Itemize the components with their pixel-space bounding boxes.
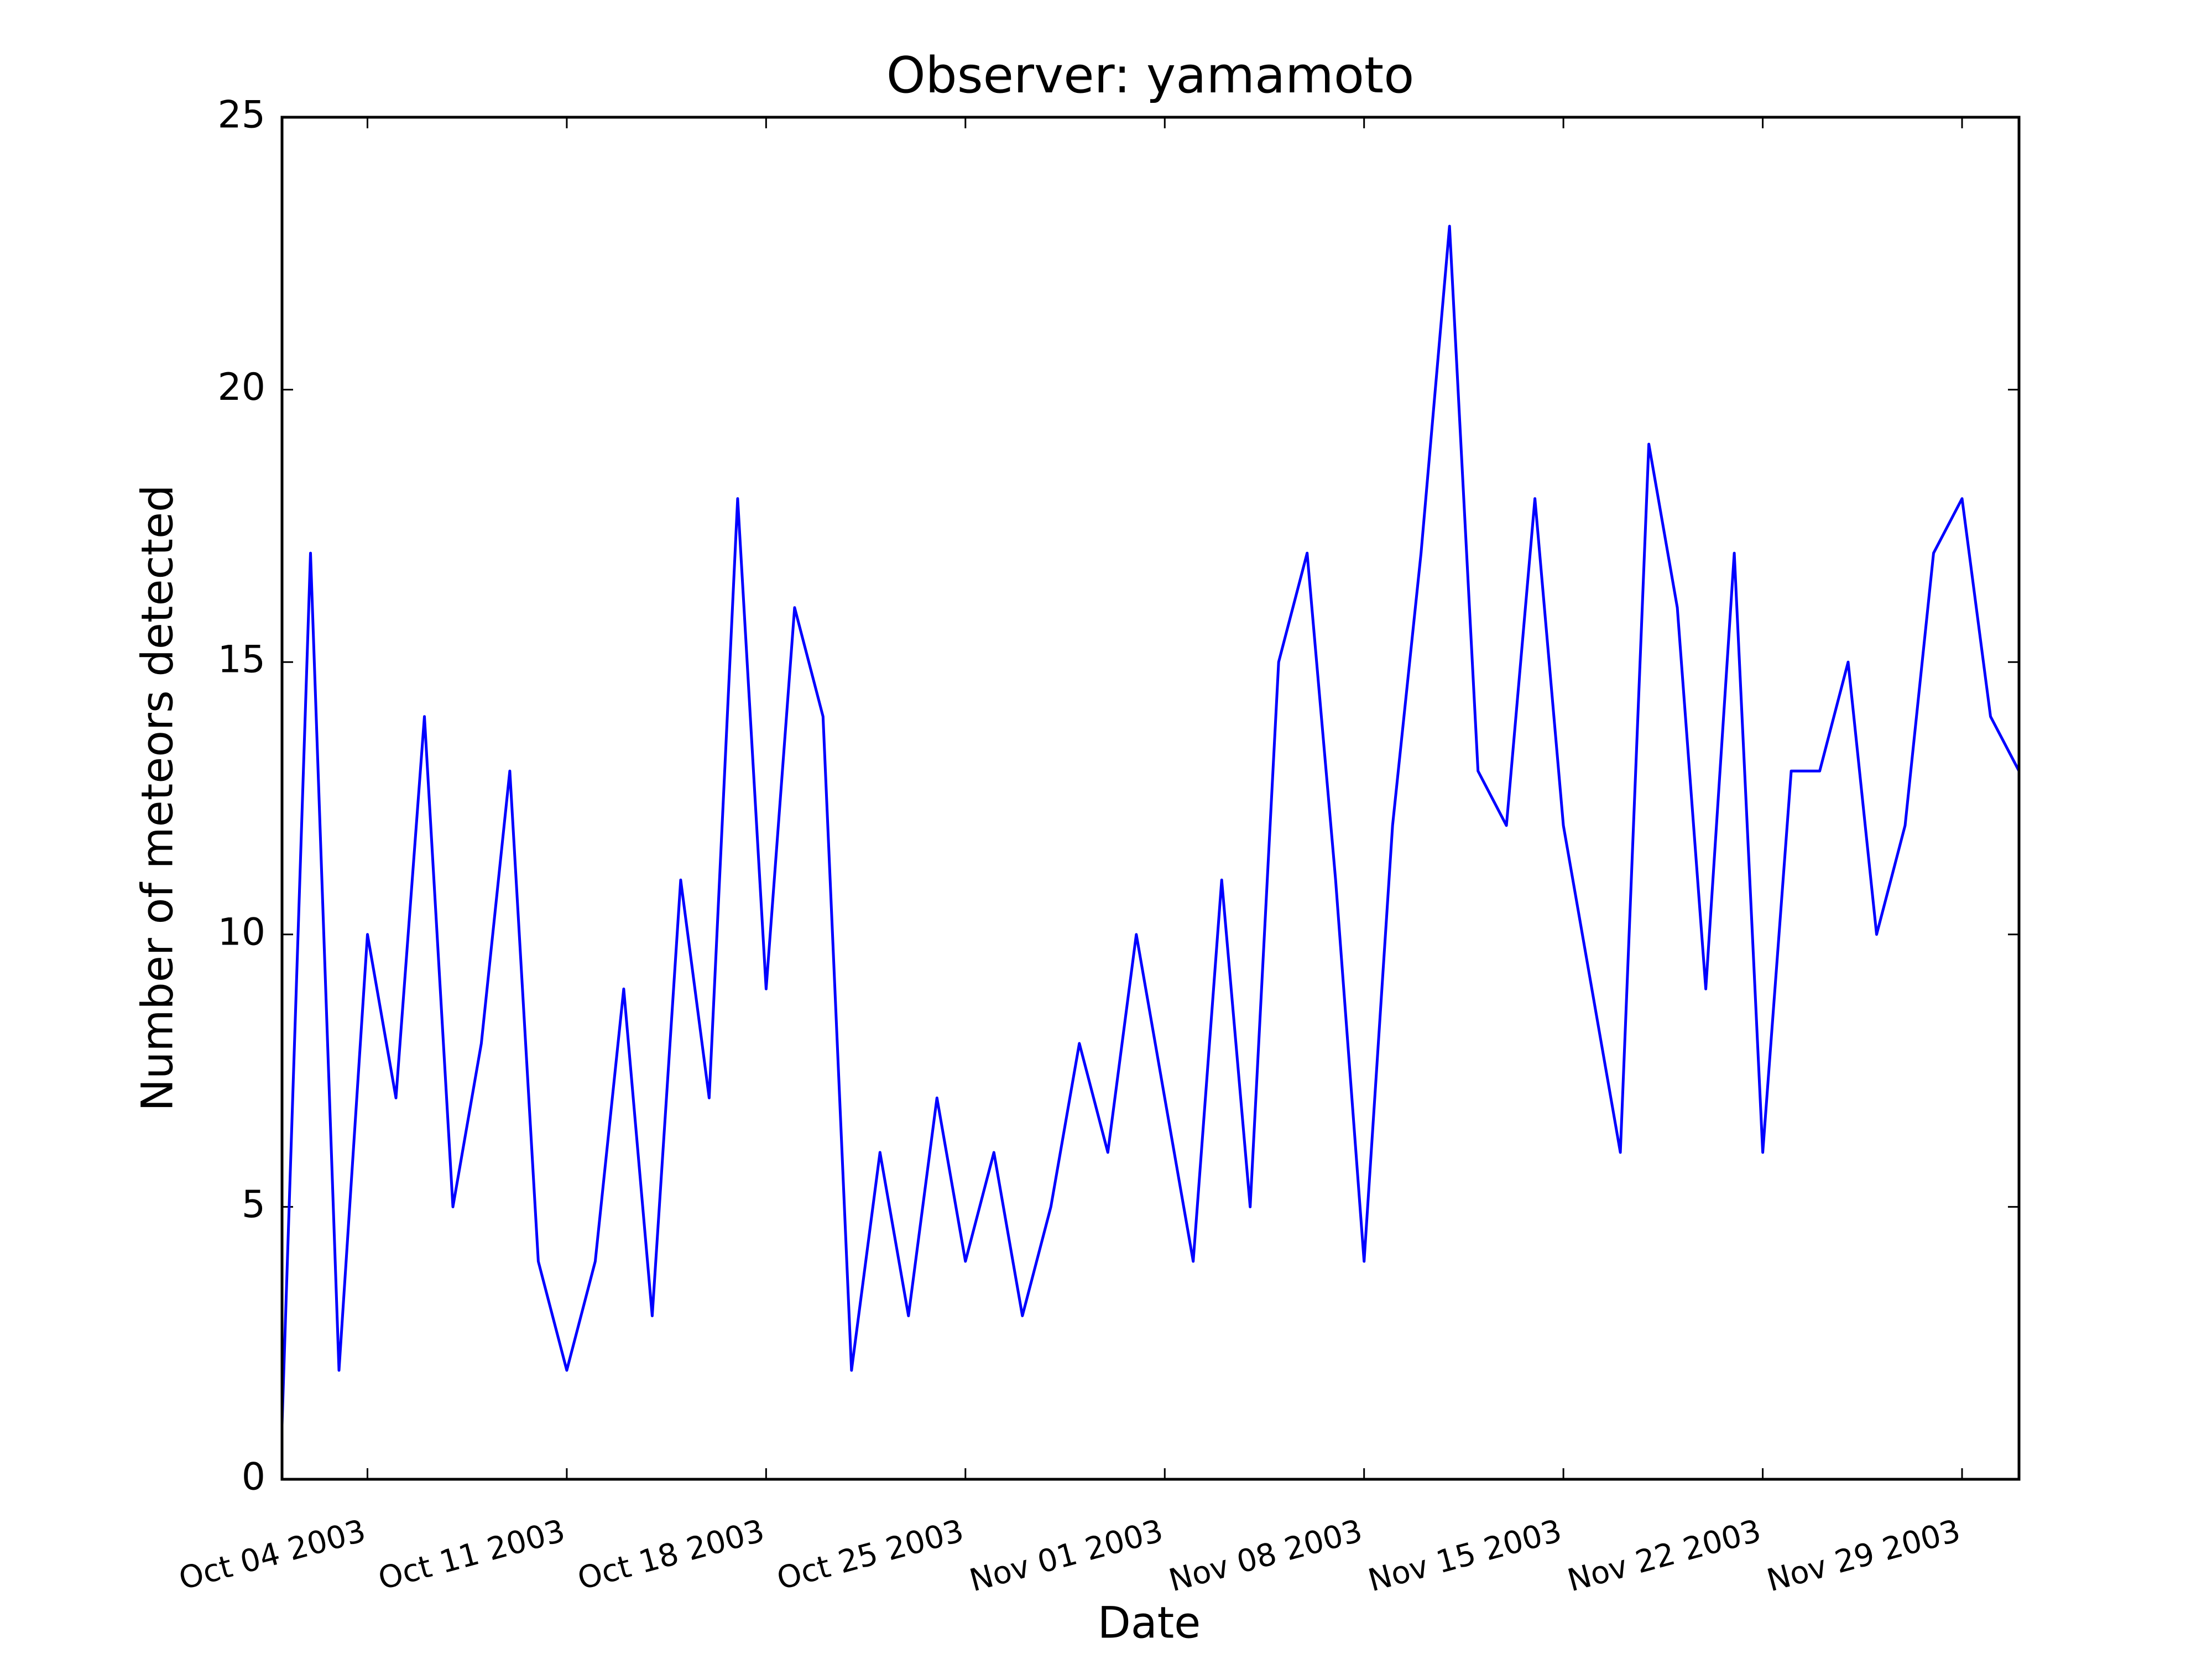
x-tick-label: Oct 25 2003 [773,1513,967,1597]
y-tick-label: 25 [217,93,265,137]
y-tick-label: 20 [217,366,265,409]
x-axis-label: Date [1098,1598,1201,1648]
chart-title: Observer: yamamoto [886,46,1415,105]
data-line [280,225,2021,1425]
x-tick-label: Oct 18 2003 [574,1513,768,1597]
x-tick-label: Nov 22 2003 [1564,1513,1765,1599]
x-tick-label: Nov 01 2003 [966,1513,1167,1599]
plot-frame [280,116,2021,1481]
x-tick-label: Nov 15 2003 [1364,1513,1565,1599]
y-tick-label: 5 [242,1183,265,1227]
x-tick-label: Oct 11 2003 [374,1513,568,1597]
y-tick-label: 10 [217,910,265,954]
y-tick-label: 15 [217,638,265,682]
x-tick-label: Nov 08 2003 [1165,1513,1366,1599]
x-tick-label: Oct 04 2003 [175,1513,369,1597]
x-tick-label: Nov 29 2003 [1763,1513,1964,1599]
y-axis-label: Number of meteors detected [133,485,182,1112]
y-tick-label: 0 [242,1455,265,1499]
